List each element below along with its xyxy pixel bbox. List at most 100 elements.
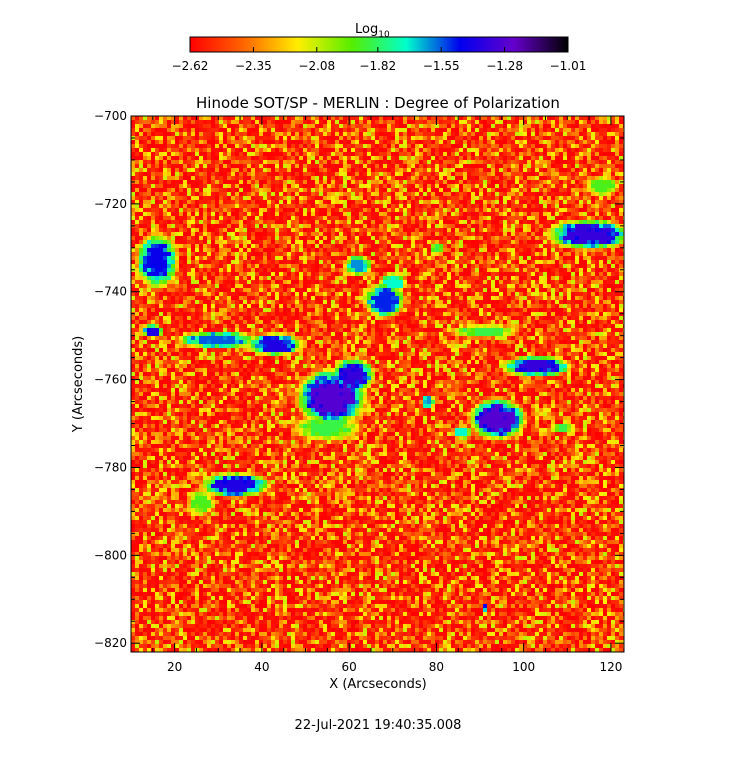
heatmap-cell bbox=[131, 164, 135, 168]
heatmap-cell bbox=[271, 272, 275, 276]
heatmap-cell bbox=[603, 236, 607, 240]
heatmap-cell bbox=[531, 192, 535, 196]
heatmap-cell bbox=[435, 160, 439, 164]
heatmap-cell bbox=[559, 240, 563, 244]
heatmap-cell bbox=[555, 160, 559, 164]
heatmap-cell bbox=[323, 268, 327, 272]
heatmap-cell bbox=[147, 220, 151, 224]
heatmap-cell bbox=[287, 132, 291, 136]
heatmap-cell bbox=[331, 180, 335, 184]
heatmap-cell bbox=[435, 128, 439, 132]
heatmap-cell bbox=[303, 232, 307, 236]
heatmap-cell bbox=[167, 216, 171, 220]
heatmap-cell bbox=[435, 260, 439, 264]
heatmap-cell bbox=[579, 164, 583, 168]
heatmap-cell bbox=[215, 156, 219, 160]
heatmap-cell bbox=[407, 148, 411, 152]
heatmap-cell bbox=[143, 252, 147, 256]
heatmap-cell bbox=[595, 148, 599, 152]
heatmap-cell bbox=[599, 180, 603, 184]
heatmap-cell bbox=[615, 140, 619, 144]
heatmap-cell bbox=[375, 212, 379, 216]
heatmap-cell bbox=[619, 204, 623, 208]
heatmap-cell bbox=[319, 236, 323, 240]
heatmap-cell bbox=[175, 152, 179, 156]
heatmap-cell bbox=[575, 268, 579, 272]
heatmap-cell bbox=[443, 188, 447, 192]
heatmap-cell bbox=[403, 264, 407, 268]
heatmap-cell bbox=[339, 212, 343, 216]
heatmap-cell bbox=[527, 120, 531, 124]
heatmap-cell bbox=[367, 248, 371, 252]
heatmap-cell bbox=[611, 272, 615, 276]
heatmap-cell bbox=[563, 176, 567, 180]
heatmap-cell bbox=[443, 204, 447, 208]
heatmap-cell bbox=[239, 124, 243, 128]
heatmap-cell bbox=[579, 168, 583, 172]
heatmap-cell bbox=[187, 184, 191, 188]
heatmap-cell bbox=[171, 260, 175, 264]
heatmap-cell bbox=[379, 120, 383, 124]
heatmap-cell bbox=[579, 212, 583, 216]
heatmap-cell bbox=[191, 144, 195, 148]
heatmap-cell bbox=[543, 252, 547, 256]
heatmap-cell bbox=[419, 260, 423, 264]
heatmap-cell bbox=[267, 140, 271, 144]
heatmap-cell bbox=[183, 164, 187, 168]
heatmap-cell bbox=[219, 208, 223, 212]
heatmap-cell bbox=[255, 136, 259, 140]
heatmap-cell bbox=[535, 172, 539, 176]
heatmap-cell bbox=[615, 164, 619, 168]
heatmap-cell bbox=[535, 244, 539, 248]
heatmap-cell bbox=[195, 256, 199, 260]
heatmap-cell bbox=[587, 236, 591, 240]
heatmap-cell bbox=[387, 132, 391, 136]
heatmap-cell bbox=[135, 244, 139, 248]
heatmap-cell bbox=[363, 212, 367, 216]
heatmap-cell bbox=[391, 136, 395, 140]
heatmap-cell bbox=[371, 124, 375, 128]
heatmap-cell bbox=[371, 240, 375, 244]
heatmap-cell bbox=[427, 148, 431, 152]
heatmap-cell bbox=[315, 264, 319, 268]
heatmap-cell bbox=[383, 156, 387, 160]
heatmap-cell bbox=[315, 180, 319, 184]
heatmap-cell bbox=[275, 244, 279, 248]
heatmap-cell bbox=[359, 228, 363, 232]
heatmap-cell bbox=[339, 160, 343, 164]
heatmap-cell bbox=[507, 212, 511, 216]
heatmap-cell bbox=[259, 200, 263, 204]
heatmap-cell bbox=[507, 244, 511, 248]
heatmap-cell bbox=[143, 228, 147, 232]
heatmap-cell bbox=[311, 124, 315, 128]
heatmap-cell bbox=[283, 168, 287, 172]
heatmap-cell bbox=[155, 256, 159, 260]
heatmap-cell bbox=[511, 160, 515, 164]
heatmap-cell bbox=[559, 136, 563, 140]
heatmap-cell bbox=[243, 152, 247, 156]
heatmap-cell bbox=[571, 156, 575, 160]
heatmap-cell bbox=[223, 168, 227, 172]
heatmap-cell bbox=[571, 176, 575, 180]
heatmap-cell bbox=[619, 184, 623, 188]
heatmap-cell bbox=[455, 236, 459, 240]
heatmap-cell bbox=[151, 224, 155, 228]
heatmap-cell bbox=[371, 184, 375, 188]
heatmap-cell bbox=[459, 228, 463, 232]
heatmap-cell bbox=[183, 236, 187, 240]
heatmap-cell bbox=[231, 192, 235, 196]
heatmap-cell bbox=[155, 128, 159, 132]
heatmap-cell bbox=[511, 180, 515, 184]
heatmap-cell bbox=[579, 252, 583, 256]
heatmap-cell bbox=[159, 132, 163, 136]
heatmap-cell bbox=[307, 248, 311, 252]
heatmap-cell bbox=[283, 224, 287, 228]
heatmap-cell bbox=[619, 160, 623, 164]
heatmap-cell bbox=[211, 116, 215, 120]
heatmap-cell bbox=[371, 128, 375, 132]
heatmap-cell bbox=[511, 256, 515, 260]
heatmap-cell bbox=[415, 152, 419, 156]
heatmap-cell bbox=[195, 252, 199, 256]
heatmap-cell bbox=[563, 172, 567, 176]
heatmap-cell bbox=[431, 224, 435, 228]
